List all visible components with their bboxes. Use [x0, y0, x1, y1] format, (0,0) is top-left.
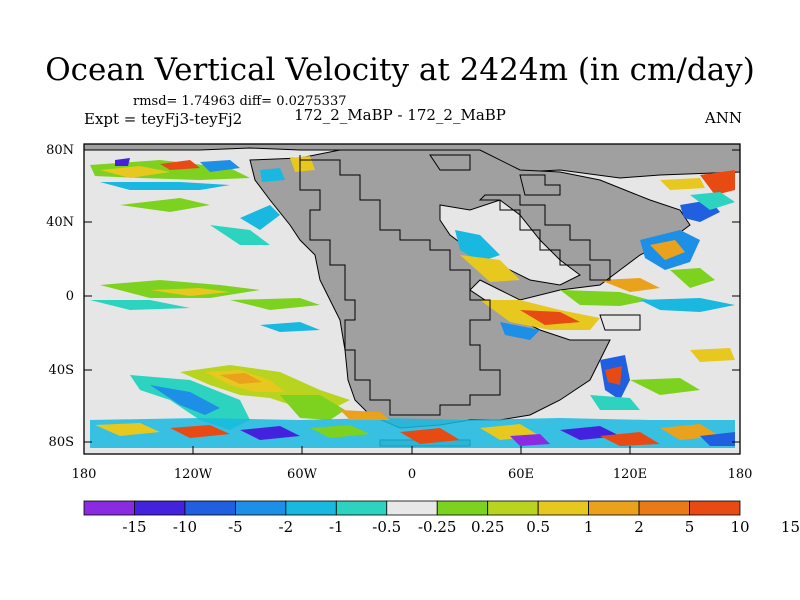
lon-tick-label: 60E	[508, 467, 534, 482]
colorbar-swatch	[487, 500, 539, 516]
colorbar-swatch	[689, 500, 741, 516]
colorbar-label: -5	[228, 518, 243, 536]
lat-tick-label: 40S	[49, 363, 74, 378]
colorbar-swatch	[638, 500, 690, 516]
stats-line: rmsd= 1.74963 diff= 0.0275337	[133, 94, 347, 109]
run-comparison-label: 172_2_MaBP - 172_2_MaBP	[294, 106, 506, 124]
lat-axis	[84, 149, 740, 443]
colorbar-label: -10	[173, 518, 197, 536]
plot-title: Ocean Vertical Velocity at 2424m (in cm/…	[45, 52, 755, 88]
lon-tick-label: 60W	[287, 467, 318, 482]
lon-tick-label: 120E	[613, 467, 647, 482]
colorbar-swatch	[335, 500, 388, 516]
colorbar-label: 1	[584, 518, 594, 536]
colorbar-label: 0.25	[471, 518, 504, 536]
colorbar-labels: -15 -10 -5 -2 -1 -0.5 -0.25 0.25 0.5 1 2 5 10 15	[122, 518, 800, 536]
velocity-anomaly-patches	[90, 156, 735, 448]
lon-axis	[83, 446, 741, 454]
lat-tick-labels: 80N 40N 0 40S 80S	[46, 143, 74, 450]
colorbar-label: -1	[329, 518, 344, 536]
lat-tick-label: 40N	[46, 215, 74, 230]
lon-tick-label: 0	[408, 467, 416, 482]
lon-tick-label: 180	[728, 467, 753, 482]
lon-tick-label: 120W	[174, 467, 213, 482]
colorbar-swatch	[83, 500, 135, 516]
colorbar-label: 2	[634, 518, 644, 536]
colorbar-swatch	[285, 500, 337, 516]
colorbar-swatch	[436, 500, 489, 516]
colorbar-label: 5	[685, 518, 695, 536]
colorbar-swatch	[234, 500, 287, 516]
colorbar-swatch	[537, 500, 590, 516]
inner-sea	[439, 199, 581, 286]
lat-tick-label: 0	[66, 289, 74, 304]
colorbar-swatch	[386, 500, 438, 516]
season-label: ANN	[704, 109, 742, 127]
experiment-label: Expt = teyFj3-teyFj2	[84, 110, 243, 128]
colorbar-label: 10	[730, 518, 749, 536]
colorbar-label: -0.25	[418, 518, 456, 536]
lat-tick-label: 80N	[46, 143, 74, 158]
colorbar-label: 15	[781, 518, 800, 536]
coastline-outline	[299, 154, 641, 416]
colorbar-swatch	[588, 500, 640, 516]
lat-tick-label: 80S	[49, 435, 74, 450]
colorbar-label: -15	[122, 518, 146, 536]
colorbar-label: 0.5	[526, 518, 550, 536]
colorbar-swatch	[184, 500, 236, 516]
colorbar-label: -2	[279, 518, 294, 536]
colorbar-label: -0.5	[372, 518, 401, 536]
lon-tick-label: 180	[72, 467, 97, 482]
colorbar	[83, 500, 741, 516]
lon-tick-labels: 180 120W 60W 0 60E 120E 180	[72, 467, 753, 482]
colorbar-swatch	[134, 500, 186, 516]
